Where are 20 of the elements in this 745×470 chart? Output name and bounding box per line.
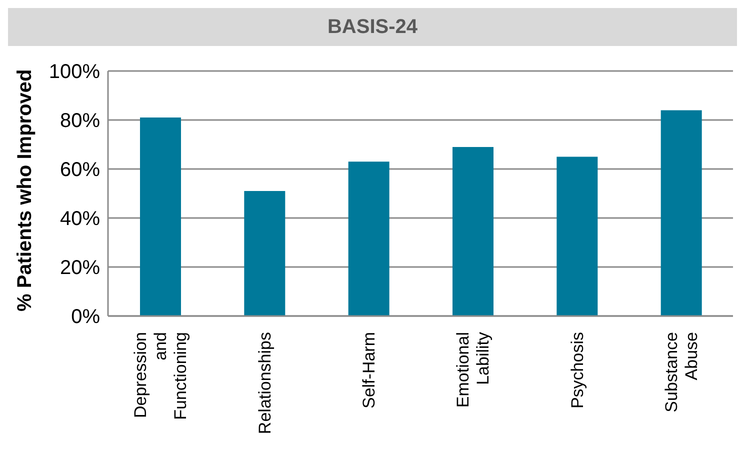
x-tick-label: Self-Harm [359,332,378,409]
y-tick-label: 80% [60,110,100,132]
y-tick-label: 20% [60,257,100,280]
bar [452,146,494,316]
bar [244,191,286,316]
x-tick-label: Relationships [255,332,274,434]
chart-title: BASIS-24 [8,8,737,46]
x-tick-label: Substance Abuse [662,332,701,412]
x-tick-label: Psychosis [568,332,587,409]
x-tick-label: Depression and Functioning [131,332,190,420]
bar [348,162,390,316]
y-tick-label: 40% [60,208,100,230]
y-tick-label: 0% [71,306,100,328]
bar [556,156,598,316]
y-axis-title: % Patients who Improved [14,69,36,312]
y-tick-label: 100% [48,61,100,84]
bar [660,110,702,316]
x-tick-label: Emotional Lability [454,332,493,408]
bar [140,118,181,316]
y-tick-label: 60% [60,159,100,182]
